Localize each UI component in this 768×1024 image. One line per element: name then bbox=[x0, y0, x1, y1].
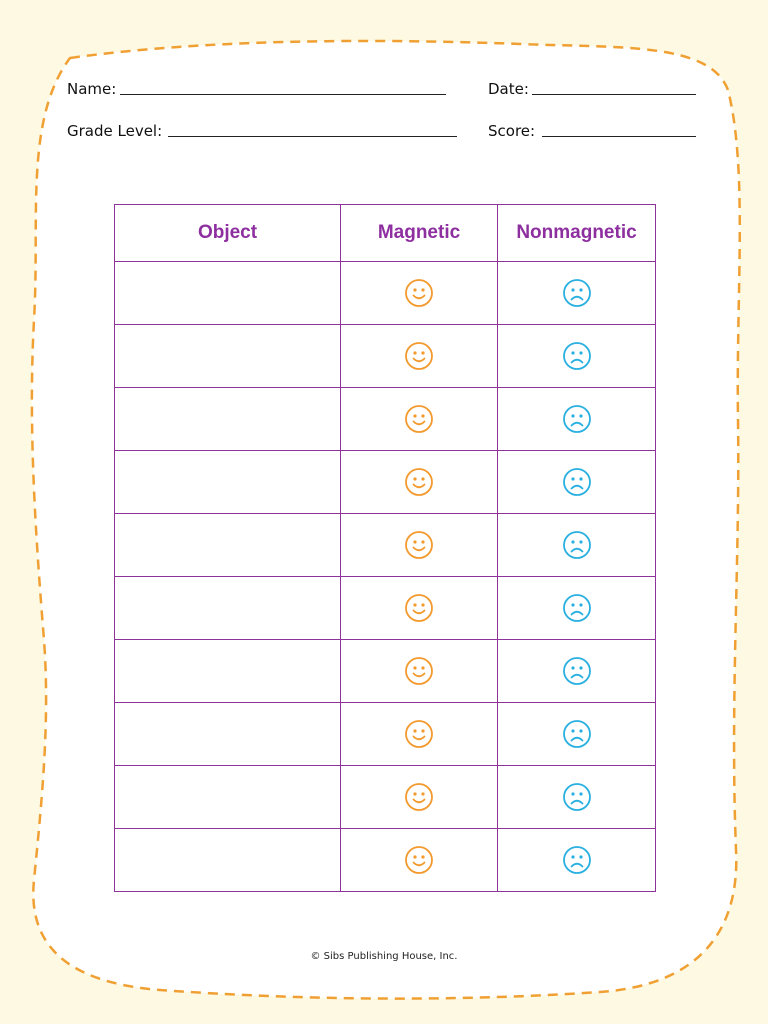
object-cell[interactable] bbox=[114, 513, 341, 577]
date-label: Date: bbox=[488, 80, 529, 98]
table-row bbox=[114, 324, 656, 388]
smiley-face-icon[interactable] bbox=[404, 720, 434, 748]
frowny-face-icon[interactable] bbox=[562, 720, 592, 748]
nonmagnetic-cell[interactable] bbox=[497, 387, 656, 451]
smiley-face-icon[interactable] bbox=[404, 657, 434, 685]
magnet-sort-table: Object Magnetic Nonmagnetic bbox=[114, 204, 656, 892]
column-header-nonmagnetic: Nonmagnetic bbox=[497, 204, 656, 262]
table-row bbox=[114, 576, 656, 640]
smiley-face-icon[interactable] bbox=[404, 531, 434, 559]
magnetic-cell[interactable] bbox=[340, 387, 498, 451]
frowny-face-icon[interactable] bbox=[562, 279, 592, 307]
magnetic-cell[interactable] bbox=[340, 702, 498, 766]
column-header-magnetic: Magnetic bbox=[340, 204, 498, 262]
table-row bbox=[114, 261, 656, 325]
object-cell[interactable] bbox=[114, 324, 341, 388]
score-label: Score: bbox=[488, 122, 536, 140]
smiley-face-icon[interactable] bbox=[404, 405, 434, 433]
nonmagnetic-cell[interactable] bbox=[497, 639, 656, 703]
smiley-face-icon[interactable] bbox=[404, 594, 434, 622]
frowny-face-icon[interactable] bbox=[562, 405, 592, 433]
smiley-face-icon[interactable] bbox=[404, 279, 434, 307]
object-cell[interactable] bbox=[114, 387, 341, 451]
table-row bbox=[114, 702, 656, 766]
object-cell[interactable] bbox=[114, 765, 341, 829]
nonmagnetic-cell[interactable] bbox=[497, 576, 656, 640]
object-cell[interactable] bbox=[114, 576, 341, 640]
frowny-face-icon[interactable] bbox=[562, 342, 592, 370]
name-label: Name: bbox=[67, 80, 117, 98]
smiley-face-icon[interactable] bbox=[404, 846, 434, 874]
object-cell[interactable] bbox=[114, 450, 341, 514]
nonmagnetic-cell[interactable] bbox=[497, 828, 656, 892]
grade-level-label: Grade Level: bbox=[67, 122, 163, 140]
object-cell[interactable] bbox=[114, 828, 341, 892]
nonmagnetic-cell[interactable] bbox=[497, 324, 656, 388]
magnetic-cell[interactable] bbox=[340, 324, 498, 388]
table-row bbox=[114, 639, 656, 703]
column-header-object: Object bbox=[114, 204, 341, 262]
nonmagnetic-cell[interactable] bbox=[497, 513, 656, 577]
magnetic-cell[interactable] bbox=[340, 576, 498, 640]
frowny-face-icon[interactable] bbox=[562, 594, 592, 622]
frowny-face-icon[interactable] bbox=[562, 468, 592, 496]
object-cell[interactable] bbox=[114, 261, 341, 325]
frowny-face-icon[interactable] bbox=[562, 846, 592, 874]
copyright-footer: © Sibs Publishing House, Inc. bbox=[310, 951, 458, 962]
magnetic-cell[interactable] bbox=[340, 513, 498, 577]
grade-level-field[interactable] bbox=[168, 136, 457, 137]
object-cell[interactable] bbox=[114, 639, 341, 703]
nonmagnetic-cell[interactable] bbox=[497, 261, 656, 325]
frowny-face-icon[interactable] bbox=[562, 657, 592, 685]
magnetic-cell[interactable] bbox=[340, 765, 498, 829]
nonmagnetic-cell[interactable] bbox=[497, 450, 656, 514]
date-field[interactable] bbox=[532, 94, 696, 95]
table-row bbox=[114, 513, 656, 577]
score-field[interactable] bbox=[542, 136, 696, 137]
nonmagnetic-cell[interactable] bbox=[497, 702, 656, 766]
frowny-face-icon[interactable] bbox=[562, 783, 592, 811]
smiley-face-icon[interactable] bbox=[404, 468, 434, 496]
table-row bbox=[114, 828, 656, 892]
magnetic-cell[interactable] bbox=[340, 639, 498, 703]
table-header-row: Object Magnetic Nonmagnetic bbox=[114, 204, 656, 262]
name-field[interactable] bbox=[120, 94, 446, 95]
smiley-face-icon[interactable] bbox=[404, 783, 434, 811]
frowny-face-icon[interactable] bbox=[562, 531, 592, 559]
table-row bbox=[114, 765, 656, 829]
magnetic-cell[interactable] bbox=[340, 261, 498, 325]
magnetic-cell[interactable] bbox=[340, 450, 498, 514]
table-row bbox=[114, 450, 656, 514]
smiley-face-icon[interactable] bbox=[404, 342, 434, 370]
object-cell[interactable] bbox=[114, 702, 341, 766]
magnetic-cell[interactable] bbox=[340, 828, 498, 892]
table-row bbox=[114, 387, 656, 451]
nonmagnetic-cell[interactable] bbox=[497, 765, 656, 829]
